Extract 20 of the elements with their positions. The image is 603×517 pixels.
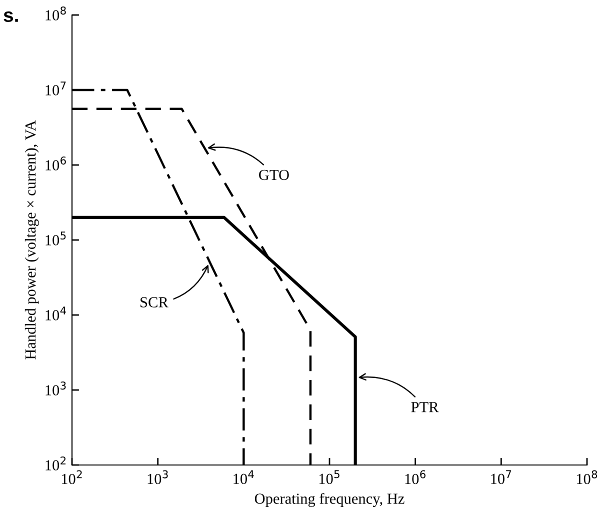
y-tick-label: 10$^{6}$ <box>46 156 66 170</box>
y-tick-label: 10$^{2}$ <box>46 456 66 470</box>
x-axis-title: Operating frequency, Hz <box>254 492 404 507</box>
y-tick-label: 10$^{3}$ <box>46 382 66 396</box>
y-tick-label: 10$^{4}$ <box>46 306 66 320</box>
y-tick-label: 10$^{5}$ <box>46 232 66 246</box>
annotation: SCR <box>140 297 168 308</box>
y-axis-title: Handled power (voltage × current), VA <box>24 120 39 360</box>
x-tick-label: 10$^{5}$ <box>319 470 340 484</box>
x-tick-label: 10$^{6}$ <box>405 470 426 484</box>
text: s. <box>4 11 18 22</box>
x-tick-label: 10$^{8}$ <box>576 470 598 484</box>
x-tick-label: 10$^{2}$ <box>62 470 82 484</box>
annotation: GTO <box>259 170 289 180</box>
x-tick-label: 10$^{3}$ <box>148 470 168 484</box>
x-tick-label: 10$^{7}$ <box>491 470 512 484</box>
x-tick-label: 10$^{4}$ <box>234 470 254 484</box>
annotation: PTR <box>411 402 439 412</box>
y-tick-label: 10$^{8}$ <box>46 6 66 20</box>
y-tick-label: 10$^{7}$ <box>46 82 66 96</box>
